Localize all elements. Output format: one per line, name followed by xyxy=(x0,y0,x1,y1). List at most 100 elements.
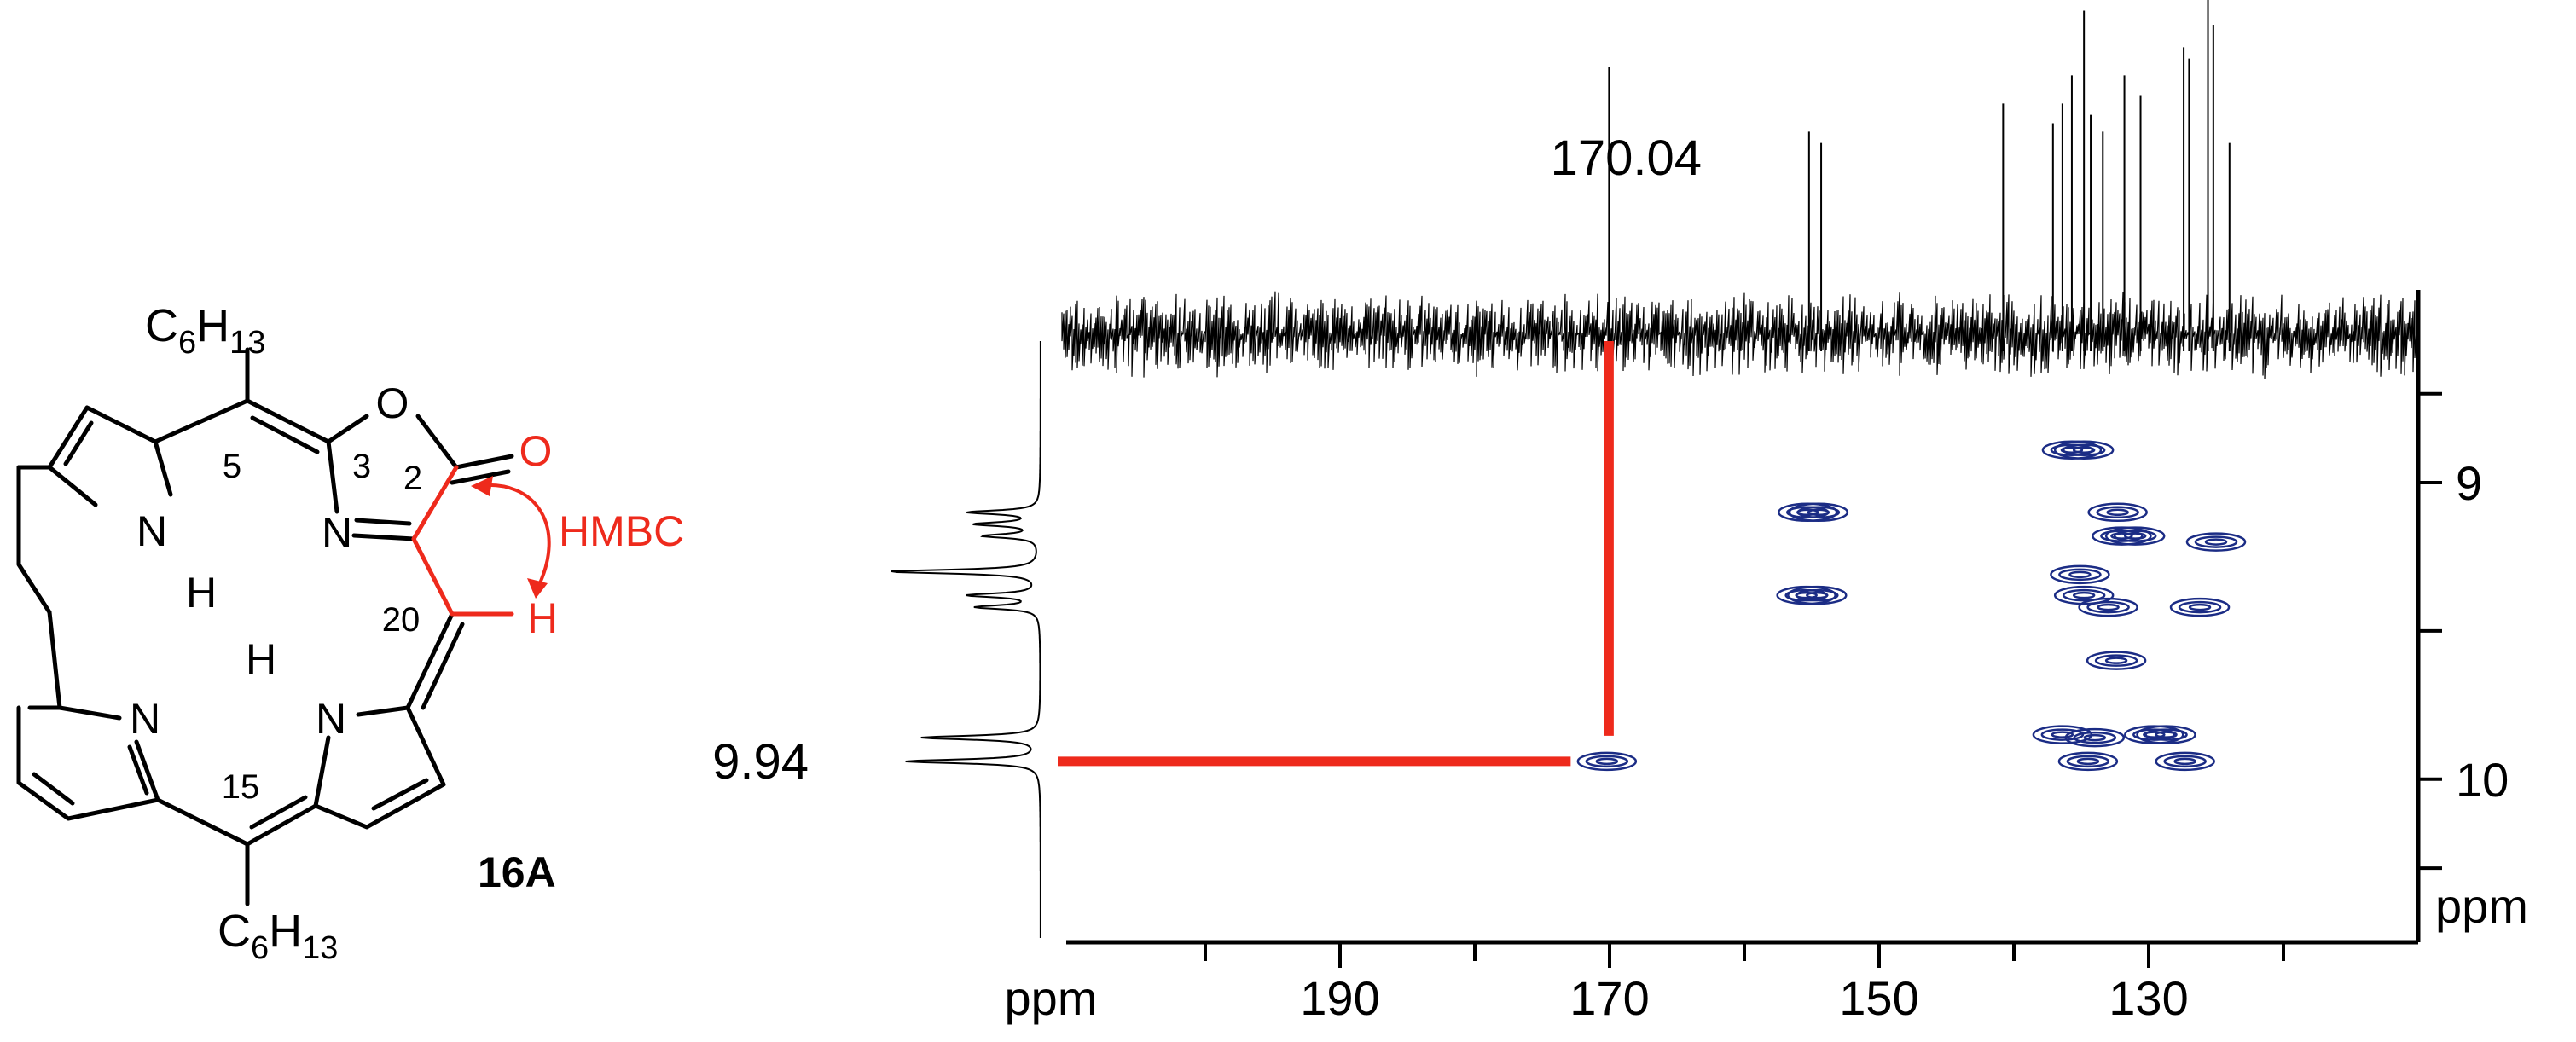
contour-ring xyxy=(1796,588,1839,602)
bond xyxy=(249,795,308,830)
contour-ring xyxy=(2086,600,2130,614)
cross-peak xyxy=(2087,502,2148,523)
cross-peak xyxy=(2086,651,2147,670)
contour-ring xyxy=(1576,751,1638,772)
bond xyxy=(250,415,320,454)
molecule-structure xyxy=(16,347,514,906)
contour-ring xyxy=(2173,757,2196,766)
hmbc-spectrum: 190 170 150 130 ppm 9 10 ppm 170.04 9.94 xyxy=(712,0,2528,1025)
contour-ring xyxy=(2051,731,2074,738)
contour-ring xyxy=(2123,532,2147,540)
contour-ring xyxy=(2057,751,2119,772)
highlight-bond xyxy=(411,465,459,541)
contour-ring xyxy=(2058,568,2102,582)
cross-peak xyxy=(2050,564,2110,585)
contour-ring xyxy=(2096,506,2139,519)
bond xyxy=(313,705,446,830)
contour-ring xyxy=(2188,603,2212,611)
bond xyxy=(421,622,465,710)
cross-peak xyxy=(2032,725,2093,744)
correlation-highlight xyxy=(1058,341,1614,767)
contour-ring xyxy=(1788,502,1849,523)
bond xyxy=(354,518,412,526)
contour-ring xyxy=(2062,588,2106,602)
x-axis-label: ppm xyxy=(1005,971,1098,1025)
contour-ring xyxy=(2053,585,2115,605)
contour-ring xyxy=(2106,508,2129,517)
contour-ring xyxy=(2144,728,2188,741)
contour-ring xyxy=(2104,526,2166,546)
x-tick-label: 190 xyxy=(1300,971,1379,1025)
contour-ring xyxy=(2073,731,2117,744)
contour-ring xyxy=(2050,564,2110,585)
arrowhead xyxy=(527,578,548,599)
contour-ring xyxy=(2136,725,2196,744)
cross-peak xyxy=(1787,585,1848,605)
cross-peak xyxy=(2185,532,2247,552)
plot-area xyxy=(1070,290,2418,942)
bond xyxy=(153,398,331,444)
cross-peak xyxy=(1788,502,1849,523)
axes: 190 170 150 130 ppm 9 10 ppm xyxy=(1005,290,2528,1025)
contour-ring xyxy=(1807,508,1830,517)
hmbc-arrow xyxy=(475,483,551,589)
contour-ring xyxy=(1806,591,1829,599)
bond xyxy=(63,420,94,466)
bond xyxy=(313,735,331,808)
position-label: 5 xyxy=(223,448,241,485)
y-tick-label: 9 xyxy=(2456,456,2482,510)
cross-peaks xyxy=(1576,440,2247,772)
bond xyxy=(16,465,52,615)
contour-ring xyxy=(2204,538,2228,546)
cross-peak xyxy=(2053,585,2115,605)
arrowhead xyxy=(471,476,493,496)
contour-ring xyxy=(2097,603,2120,611)
bond xyxy=(351,533,416,541)
cross-peak xyxy=(2169,597,2231,617)
atom-oxygen-carbonyl: O xyxy=(519,427,553,475)
contour-ring xyxy=(2064,727,2126,748)
contour-ring xyxy=(2072,446,2096,454)
contour-ring xyxy=(2066,755,2110,768)
cross-peak xyxy=(2092,526,2152,546)
atom-hydrogen-nh-bottom: H xyxy=(246,635,276,683)
contour-ring xyxy=(2053,440,2115,460)
atom-nitrogen-top-left: N xyxy=(136,507,167,555)
bond xyxy=(16,705,160,821)
substituent-top: C6H13 xyxy=(145,300,265,361)
y-tick-label: 10 xyxy=(2456,753,2509,807)
contour-ring xyxy=(2060,446,2084,454)
cross-peak xyxy=(2104,526,2166,546)
highlight-bond xyxy=(411,536,455,617)
cross-peak xyxy=(2057,751,2119,772)
substituent-bottom: C6H13 xyxy=(218,906,338,966)
cross-peak xyxy=(2124,725,2184,744)
contour-ring xyxy=(2143,731,2166,738)
bond xyxy=(450,469,511,485)
hmbc-label: HMBC xyxy=(559,507,684,555)
cross-peak xyxy=(2064,727,2126,748)
contour-ring xyxy=(2113,530,2157,542)
x-tick-label: 170 xyxy=(1569,971,1649,1025)
contour-ring xyxy=(2185,532,2247,552)
x-peak-label: 170.04 xyxy=(1551,130,1702,186)
atom-nitrogen-oxazole: N xyxy=(322,509,352,557)
carbon-1d-spectrum xyxy=(1608,0,2231,351)
position-label: 3 xyxy=(352,448,371,485)
cross-peak xyxy=(2041,440,2103,460)
atom-nitrogen-bottom-left: N xyxy=(130,695,160,743)
bond xyxy=(454,454,514,470)
atom-hydrogen-nh-top: H xyxy=(186,569,217,617)
y-peak-label: 9.94 xyxy=(712,734,809,790)
bond xyxy=(47,610,122,721)
cross-peak xyxy=(2053,440,2115,460)
contour-ring xyxy=(1796,506,1841,519)
contour-ring xyxy=(2163,755,2207,768)
cross-peak xyxy=(1576,751,1638,772)
contour-ring xyxy=(1595,757,1619,766)
contour-ring xyxy=(1787,585,1848,605)
cross-peak xyxy=(2155,751,2215,772)
bond xyxy=(153,439,173,497)
cross-peak xyxy=(2136,725,2196,744)
contour-ring xyxy=(2072,591,2096,599)
